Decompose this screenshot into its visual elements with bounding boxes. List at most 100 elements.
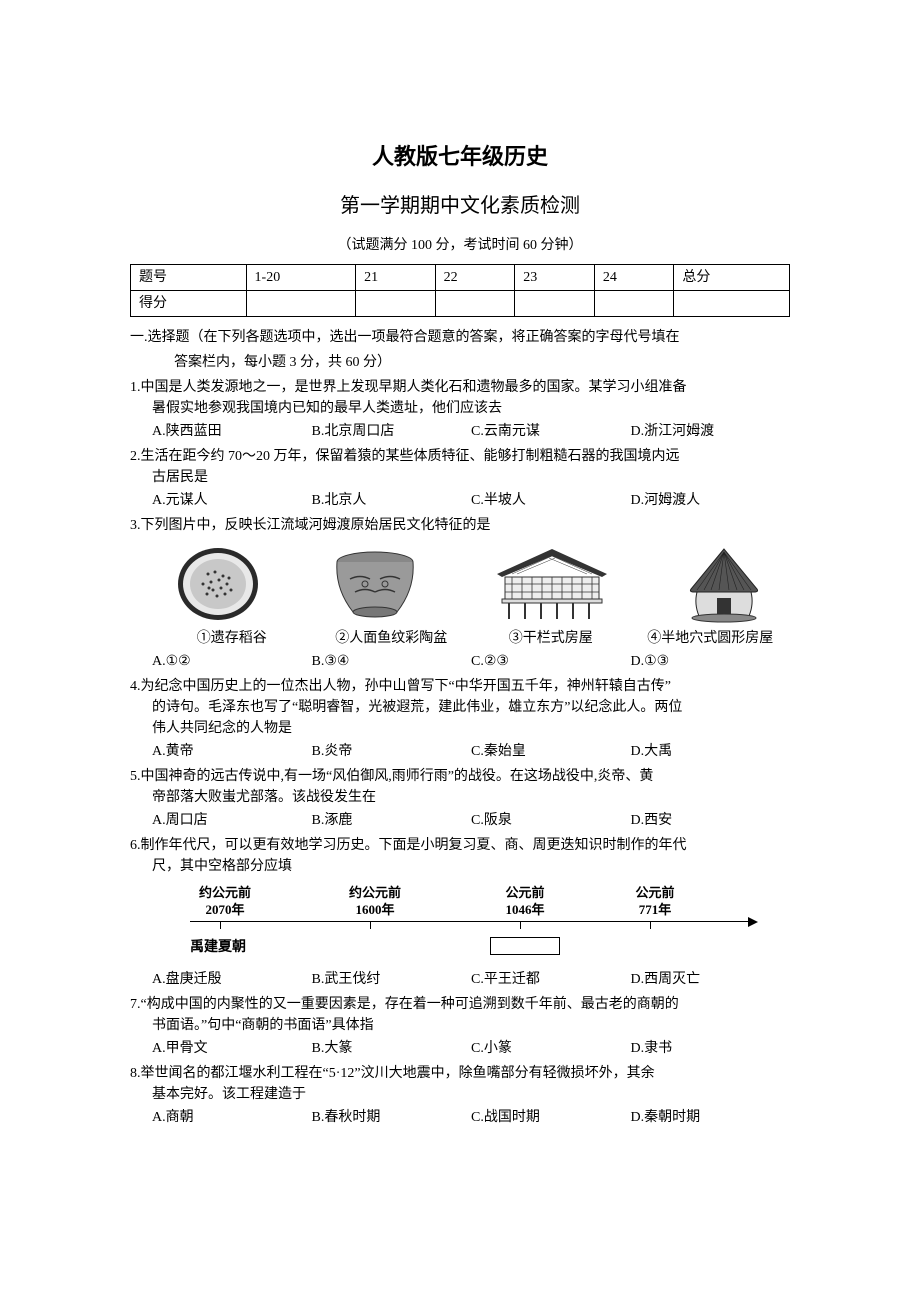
q-text: 8.举世闻名的都江堰水利工程在“5·12”汶川大地震中，除鱼嘴部分有轻微损坏外，… (130, 1063, 790, 1084)
option-d: D.西安 (631, 810, 791, 831)
option-b: B.北京周口店 (312, 421, 472, 442)
th-label: 题号 (131, 265, 247, 291)
option-b: B.武王伐纣 (312, 969, 472, 990)
option-d: D.浙江河姆渡 (631, 421, 791, 442)
timeline-bottom-label: 禹建夏朝 (190, 937, 246, 958)
timeline-label: 公元前1046年 (480, 885, 570, 919)
question-7: 7.“构成中国的内聚性的又一重要因素是，存在着一种可追溯到数千年前、最古老的商朝… (130, 994, 790, 1059)
score-cell (435, 291, 515, 317)
option-a: A.商朝 (152, 1107, 312, 1128)
option-a: A.甲骨文 (152, 1038, 312, 1059)
q-text: 3.下列图片中，反映长江流域河姆渡原始居民文化特征的是 (130, 515, 790, 536)
option-b: B.炎帝 (312, 741, 472, 762)
option-c: C.半坡人 (471, 490, 631, 511)
option-c: C.秦始皇 (471, 741, 631, 762)
option-a: A.①② (152, 651, 312, 672)
option-c: C.平王迁都 (471, 969, 631, 990)
question-4: 4.为纪念中国历史上的一位杰出人物，孙中山曾写下“中华开国五千年，神州轩辕自古传… (130, 676, 790, 762)
table-row: 得分 (131, 291, 790, 317)
option-c: C.②③ (471, 651, 631, 672)
score-cell (674, 291, 790, 317)
options: A.①② B.③④ C.②③ D.①③ (130, 651, 790, 672)
image-round-house (679, 544, 769, 624)
q-text-cont: 伟人共同纪念的人物是 (130, 718, 790, 739)
q-text-cont: 帝部落大败蚩尤部落。该战役发生在 (130, 787, 790, 808)
table-row: 题号 1-20 21 22 23 24 总分 (131, 265, 790, 291)
main-title: 人教版七年级历史 (130, 140, 790, 173)
score-table: 题号 1-20 21 22 23 24 总分 得分 (130, 264, 790, 317)
score-cell (356, 291, 436, 317)
options: A.陕西蓝田 B.北京周口店 C.云南元谋 D.浙江河姆渡 (130, 421, 790, 442)
images-row (152, 544, 790, 624)
img-label: ③干栏式房屋 (471, 628, 631, 649)
option-a: A.周口店 (152, 810, 312, 831)
timeline-tick (650, 921, 651, 929)
section-heading-cont: 答案栏内，每小题 3 分，共 60 分） (130, 352, 790, 373)
th-col: 24 (594, 265, 674, 291)
th-col: 21 (356, 265, 436, 291)
exam-info: （试题满分 100 分，考试时间 60 分钟） (130, 235, 790, 256)
q-text: 1.中国是人类发源地之一，是世界上发现早期人类化石和遗物最多的国家。某学习小组准… (130, 377, 790, 398)
timeline-label: 约公元前2070年 (180, 885, 270, 919)
timeline-line (190, 921, 750, 922)
image-stilt-house (487, 544, 617, 624)
timeline-tick (220, 921, 221, 929)
question-8: 8.举世闻名的都江堰水利工程在“5·12”汶川大地震中，除鱼嘴部分有轻微损坏外，… (130, 1063, 790, 1128)
options: A.元谋人 B.北京人 C.半坡人 D.河姆渡人 (130, 490, 790, 511)
option-c: C.阪泉 (471, 810, 631, 831)
q-text-cont: 的诗句。毛泽东也写了“聪明睿智，光被遐荒，建此伟业，雄立东方”以纪念此人。两位 (130, 697, 790, 718)
timeline-label: 公元前771年 (610, 885, 700, 919)
option-a: A.盘庚迁殷 (152, 969, 312, 990)
q-text-cont: 书面语。”句中“商朝的书面语”具体指 (130, 1015, 790, 1036)
option-d: D.西周灭亡 (631, 969, 791, 990)
question-3: 3.下列图片中，反映长江流域河姆渡原始居民文化特征的是 (130, 515, 790, 672)
sub-title: 第一学期期中文化素质检测 (130, 191, 790, 221)
option-a: A.陕西蓝田 (152, 421, 312, 442)
q-text: 4.为纪念中国历史上的一位杰出人物，孙中山曾写下“中华开国五千年，神州轩辕自古传… (130, 676, 790, 697)
img-label: ④半地穴式圆形房屋 (631, 628, 791, 649)
q-text-cont: 暑假实地参观我国境内已知的最早人类遗址，他们应该去 (130, 398, 790, 419)
option-a: A.元谋人 (152, 490, 312, 511)
timeline-arrow-icon (748, 917, 758, 927)
options: A.周口店 B.涿鹿 C.阪泉 D.西安 (130, 810, 790, 831)
option-c: C.战国时期 (471, 1107, 631, 1128)
q-text: 2.生活在距今约 70～20 万年，保留着猿的某些体质特征、能够打制粗糙石器的我… (130, 446, 790, 467)
q-text: 7.“构成中国的内聚性的又一重要因素是，存在着一种可追溯到数千年前、最古老的商朝… (130, 994, 790, 1015)
options: A.甲骨文 B.大篆 C.小篆 D.隶书 (130, 1038, 790, 1059)
option-b: B.春秋时期 (312, 1107, 472, 1128)
question-2: 2.生活在距今约 70～20 万年，保留着猿的某些体质特征、能够打制粗糙石器的我… (130, 446, 790, 511)
th-col: 22 (435, 265, 515, 291)
option-a: A.黄帝 (152, 741, 312, 762)
q-text: 6.制作年代尺，可以更有效地学习历史。下面是小明复习夏、商、周更迭知识时制作的年… (130, 835, 790, 856)
question-1: 1.中国是人类发源地之一，是世界上发现早期人类化石和遗物最多的国家。某学习小组准… (130, 377, 790, 442)
option-d: D.大禹 (631, 741, 791, 762)
section-heading: 一.选择题（在下列各题选项中，选出一项最符合题意的答案，将正确答案的字母代号填在 (130, 327, 790, 348)
option-b: B.涿鹿 (312, 810, 472, 831)
option-d: D.①③ (631, 651, 791, 672)
score-label: 得分 (131, 291, 247, 317)
q-text-cont: 尺，其中空格部分应填 (130, 856, 790, 877)
image-pottery (325, 544, 425, 624)
img-label: ①遗存稻谷 (152, 628, 312, 649)
options: A.商朝 B.春秋时期 C.战国时期 D.秦朝时期 (130, 1107, 790, 1128)
option-b: B.大篆 (312, 1038, 472, 1059)
option-d: D.秦朝时期 (631, 1107, 791, 1128)
th-col: 总分 (674, 265, 790, 291)
image-labels: ①遗存稻谷 ②人面鱼纹彩陶盆 ③干栏式房屋 ④半地穴式圆形房屋 (130, 628, 790, 649)
options: A.黄帝 B.炎帝 C.秦始皇 D.大禹 (130, 741, 790, 762)
timeline-blank-box (490, 937, 560, 955)
option-d: D.河姆渡人 (631, 490, 791, 511)
image-rice (173, 544, 263, 624)
img-label: ②人面鱼纹彩陶盆 (312, 628, 472, 649)
option-c: C.小篆 (471, 1038, 631, 1059)
th-col: 23 (515, 265, 595, 291)
timeline-label: 约公元前1600年 (330, 885, 420, 919)
q-text: 5.中国神奇的远古传说中,有一场“风伯御风,雨师行雨”的战役。在这场战役中,炎帝… (130, 766, 790, 787)
score-cell (594, 291, 674, 317)
q-text-cont: 古居民是 (130, 467, 790, 488)
timeline-tick (370, 921, 371, 929)
timeline-tick (520, 921, 521, 929)
q-text-cont: 基本完好。该工程建造于 (130, 1084, 790, 1105)
option-d: D.隶书 (631, 1038, 791, 1059)
options: A.盘庚迁殷 B.武王伐纣 C.平王迁都 D.西周灭亡 (130, 969, 790, 990)
